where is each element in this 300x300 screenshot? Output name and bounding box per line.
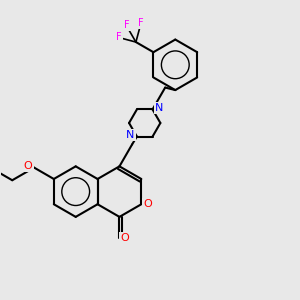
Text: F: F	[138, 18, 143, 28]
Text: N: N	[126, 130, 134, 140]
Text: N: N	[155, 103, 163, 113]
Text: O: O	[120, 233, 129, 243]
Text: O: O	[24, 161, 33, 171]
Text: F: F	[116, 32, 122, 42]
Text: O: O	[143, 199, 152, 209]
Text: F: F	[124, 20, 130, 30]
